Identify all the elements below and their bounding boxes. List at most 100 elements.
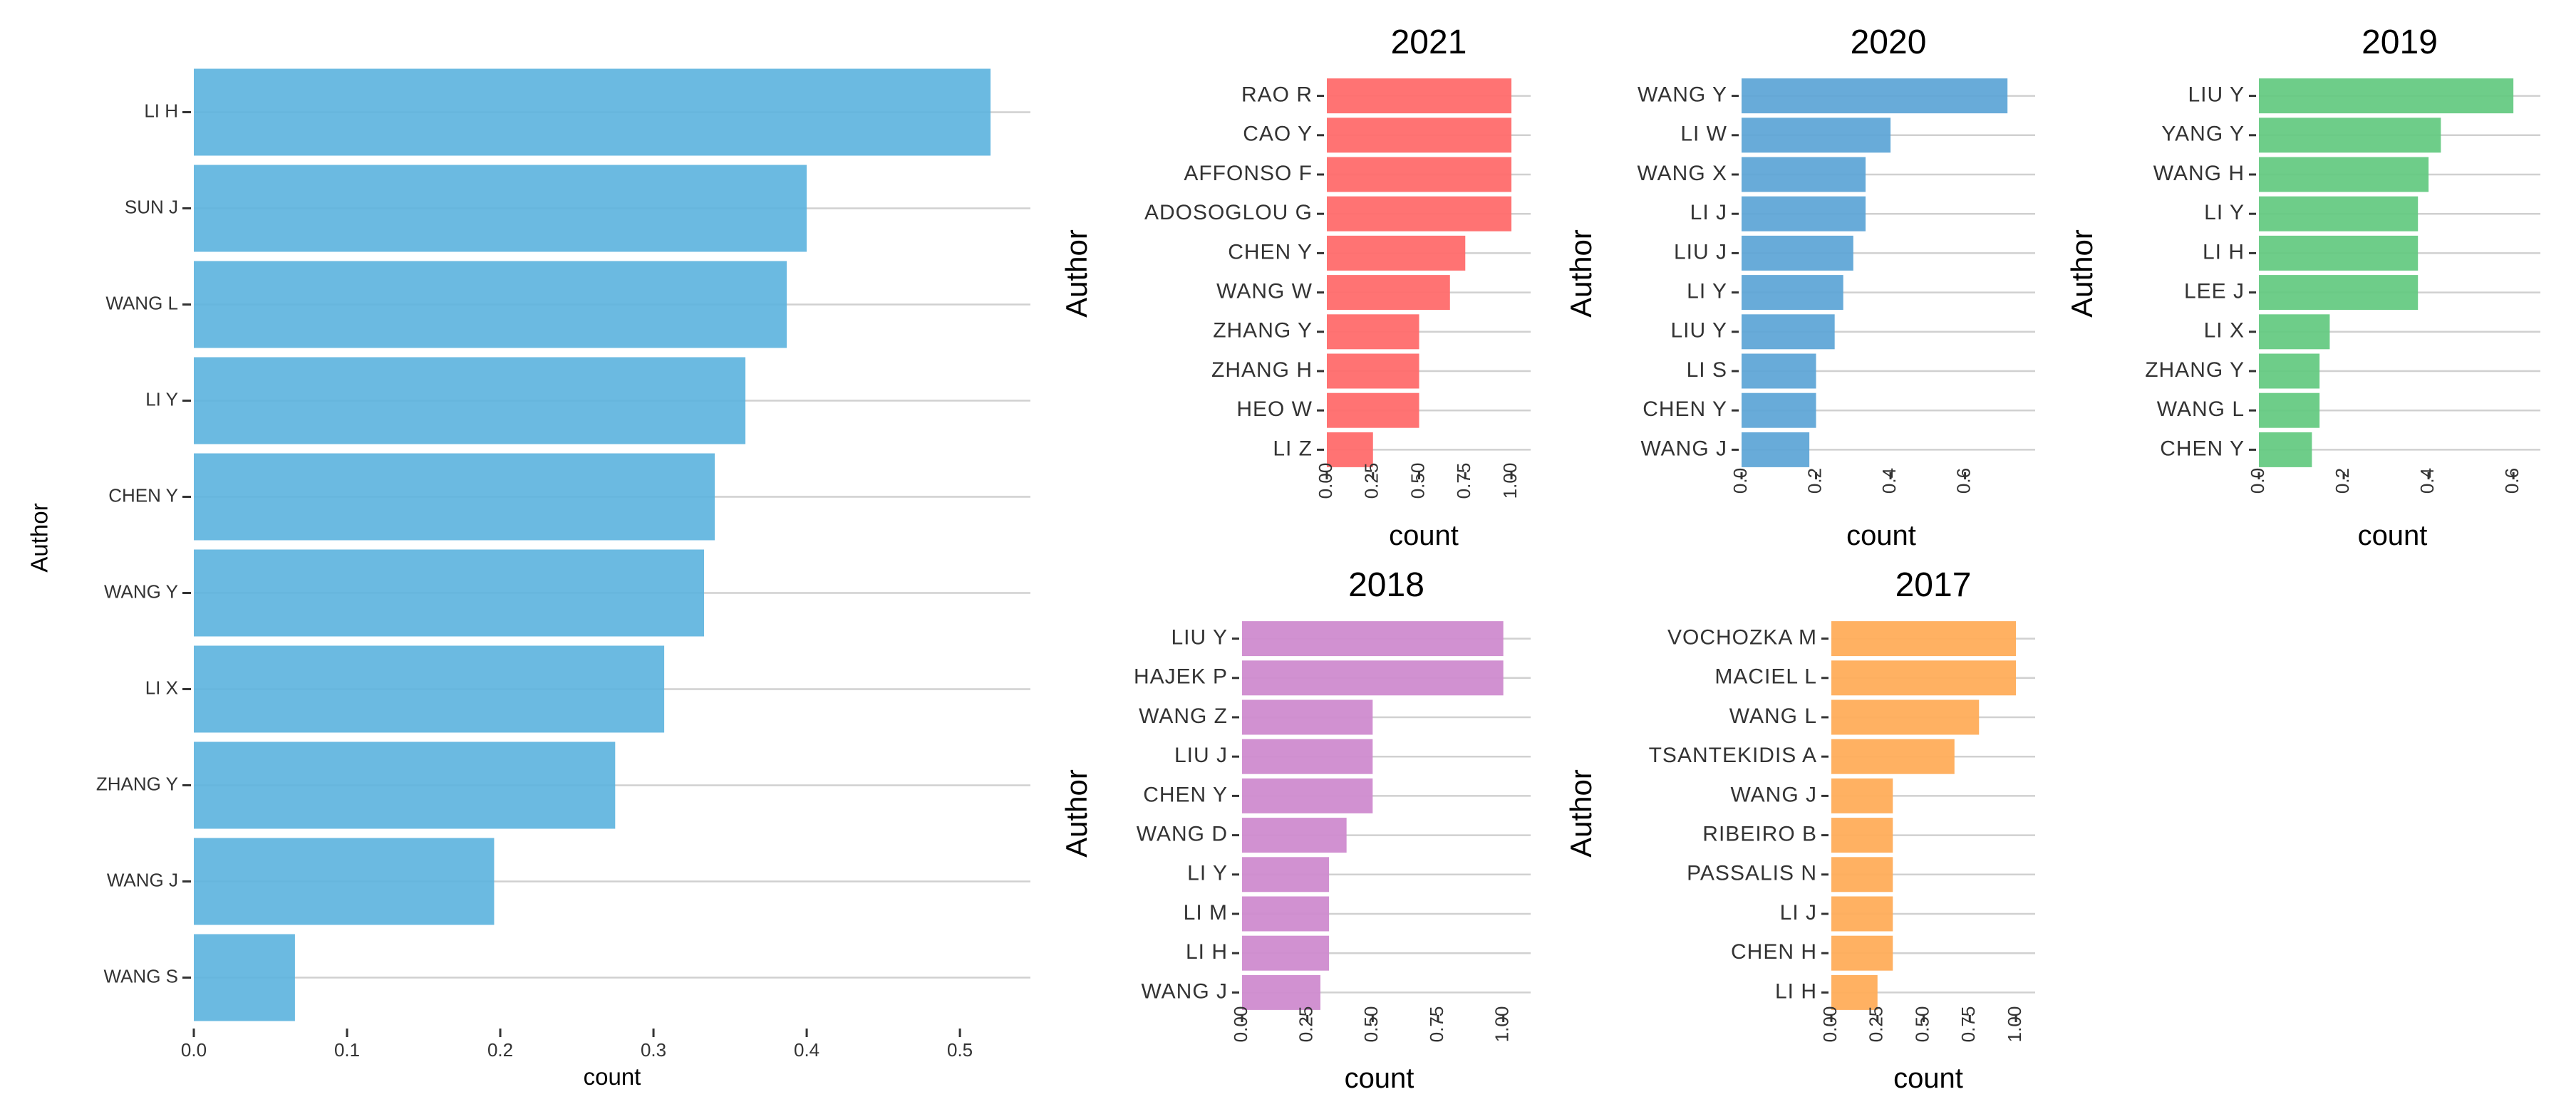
- category-label: WANG J: [1640, 437, 1727, 460]
- y-axis-label: Author: [1060, 769, 1093, 858]
- category-label: WANG S: [104, 965, 178, 987]
- x-tick-label: 0.2: [2332, 468, 2353, 494]
- category-label: LIU J: [1174, 744, 1228, 767]
- x-tick-label: 0.1: [334, 1039, 360, 1061]
- category-label: LI X: [2204, 319, 2245, 343]
- bar-chen-h: [1831, 935, 1893, 971]
- x-tick-label: 0.6: [2501, 468, 2523, 494]
- x-tick-label: 0.50: [1407, 463, 1428, 499]
- bar-liu-y: [2259, 78, 2514, 114]
- category-label: WANG H: [2153, 162, 2245, 185]
- bar-wang-d: [1242, 818, 1347, 853]
- bar-li-x: [2259, 314, 2330, 350]
- category-label: WANG J: [1730, 783, 1817, 806]
- chart-panel-y2021: 2021 RAO R CAO Y AFFONSO F ADOSOGLOU G CHEN Y…: [1060, 24, 1531, 551]
- x-tick-label: 0.2: [1804, 468, 1825, 494]
- bar-zhang-y: [1327, 314, 1419, 350]
- category-label: AFFONSO F: [1184, 162, 1313, 185]
- x-axis-label: count: [584, 1063, 641, 1090]
- x-tick-label: 0.00: [1315, 463, 1336, 499]
- x-tick-label: 0.5: [947, 1039, 973, 1061]
- bar-tsantekidis-a: [1831, 739, 1955, 774]
- bar-wang-h: [2259, 157, 2429, 192]
- x-tick-label: 0.6: [1952, 468, 1974, 494]
- bar-sun-j: [194, 165, 807, 252]
- x-tick-label: 0.4: [1878, 468, 1900, 494]
- bar-wang-s: [194, 934, 295, 1021]
- category-label: LIU J: [1674, 240, 1727, 264]
- bar-li-h: [194, 68, 991, 156]
- category-label: LI W: [1680, 123, 1727, 146]
- bar-wang-j: [1831, 778, 1893, 813]
- category-label: ZHANG Y: [1213, 319, 1313, 343]
- bar-wang-j: [1742, 432, 1810, 467]
- x-axis-label: count: [2358, 520, 2428, 551]
- category-label: YANG Y: [2161, 123, 2245, 146]
- category-label: CHEN H: [1731, 940, 1817, 964]
- bar-liu-j: [1242, 739, 1373, 774]
- chart-title: 2020: [1851, 24, 1927, 61]
- chart-title: 2017: [1895, 566, 1972, 604]
- x-tick-label: 0.50: [1911, 1006, 1933, 1043]
- bar-wang-y: [1742, 78, 2008, 114]
- bar-chen-y: [1742, 392, 1816, 428]
- y-axis-label: Author: [1564, 769, 1598, 858]
- category-label: LI M: [1184, 901, 1228, 925]
- bar-yang-y: [2259, 118, 2441, 153]
- bar-wang-y: [194, 549, 705, 637]
- bar-wang-l: [2259, 392, 2320, 428]
- x-tick-label: 0.0: [2247, 468, 2268, 494]
- category-label: CHEN Y: [108, 484, 178, 506]
- category-label: WANG Z: [1139, 704, 1228, 728]
- bar-passalis-n: [1831, 857, 1893, 892]
- bar-adosoglou-g: [1327, 196, 1512, 231]
- category-label: WANG L: [2157, 397, 2245, 421]
- bar-li-j: [1742, 196, 1866, 231]
- x-tick-label: 0.50: [1360, 1006, 1382, 1043]
- bar-chen-y: [2259, 432, 2312, 467]
- category-label: ZHANG Y: [96, 773, 178, 794]
- bar-li-j: [1831, 896, 1893, 932]
- category-label: ZHANG H: [1211, 358, 1313, 382]
- bar-rao-r: [1327, 78, 1512, 114]
- bar-wang-l: [1831, 699, 1980, 735]
- x-tick-label: 0.2: [487, 1039, 513, 1061]
- bar-li-h: [2259, 235, 2419, 271]
- category-label: WANG Y: [1638, 83, 1727, 107]
- category-label: LI H: [1775, 979, 1817, 1003]
- bar-liu-j: [1742, 235, 1853, 271]
- category-label: LI Y: [2204, 201, 2245, 224]
- category-label: WANG J: [1141, 979, 1228, 1003]
- bar-li-h: [1831, 974, 1878, 1010]
- y-axis-label: Author: [26, 503, 53, 572]
- bar-wang-j: [1242, 974, 1320, 1010]
- x-tick-label: 0.00: [1819, 1006, 1841, 1043]
- x-tick-label: 0.75: [1453, 463, 1474, 499]
- category-label: WANG X: [1637, 162, 1727, 185]
- category-label: TSANTEKIDIS A: [1649, 744, 1817, 767]
- x-tick-label: 0.0: [181, 1039, 207, 1061]
- bar-li-y: [1742, 275, 1843, 311]
- bar-li-y: [194, 357, 746, 444]
- category-label: MACIEL L: [1714, 665, 1817, 689]
- chart-title: 2019: [2362, 24, 2438, 61]
- x-axis-label: count: [1345, 1063, 1414, 1094]
- bar-wang-j: [194, 838, 495, 925]
- bar-zhang-h: [1327, 353, 1419, 389]
- category-label: LI J: [1690, 201, 1727, 224]
- category-label: LI S: [1687, 358, 1727, 382]
- bar-lee-j: [2259, 275, 2419, 311]
- bar-liu-y: [1742, 314, 1835, 350]
- category-label: LI Y: [1687, 280, 1727, 303]
- bar-heo-w: [1327, 392, 1419, 428]
- x-tick-label: 0.25: [1866, 1006, 1887, 1043]
- bar-wang-l: [194, 261, 787, 348]
- x-tick-label: 0.3: [641, 1039, 666, 1061]
- bar-vochozka-m: [1831, 621, 2017, 657]
- x-axis-label: count: [1846, 520, 1916, 551]
- bar-li-m: [1242, 896, 1330, 932]
- x-tick-label: 0.25: [1361, 463, 1382, 499]
- x-tick-label: 1.00: [2004, 1006, 2025, 1043]
- chart-panel-y2018: 2018 LIU Y HAJEK P WANG Z LIU J CHEN Y WANG D L…: [1060, 566, 1531, 1094]
